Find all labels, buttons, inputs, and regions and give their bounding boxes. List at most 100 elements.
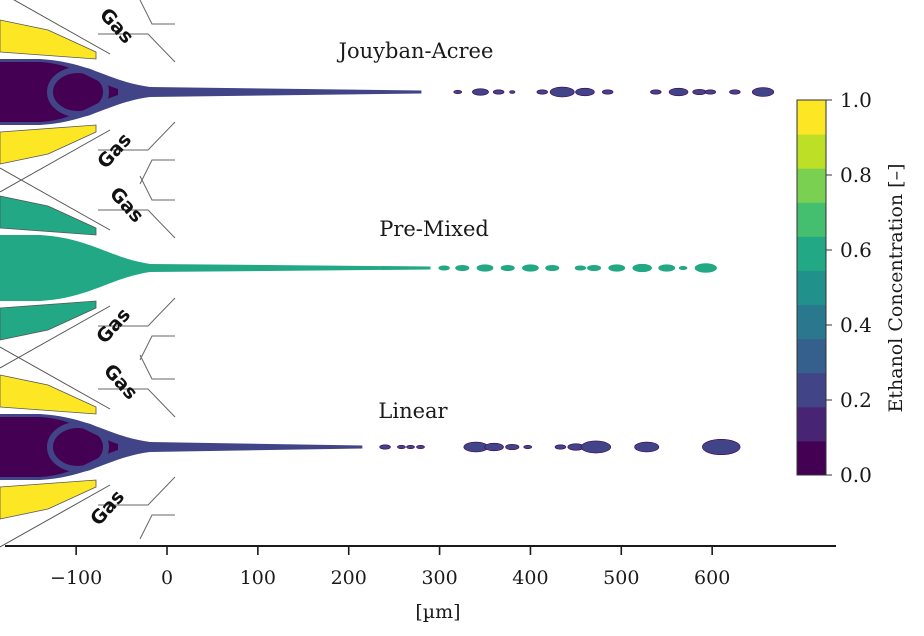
- x-tick-label: 300: [421, 567, 457, 589]
- colorbar-level: [797, 134, 826, 169]
- nozzle-outline: [98, 121, 176, 151]
- droplet: [650, 89, 662, 95]
- nozzle-outline: [139, 159, 175, 185]
- colorbar-tick-label: 1.0: [840, 88, 872, 112]
- droplet: [545, 264, 560, 272]
- colorbar-level: [797, 168, 826, 203]
- droplet: [536, 89, 548, 95]
- droplet: [634, 441, 660, 453]
- outer-liquid-inlet: [0, 300, 97, 341]
- colorbar-tick-label: 0.6: [840, 238, 872, 262]
- x-tick-label: 600: [694, 567, 730, 589]
- colorbar-level: [797, 100, 826, 135]
- nozzle-outline: [13, 0, 111, 55]
- mixing-vortex: [47, 67, 109, 117]
- droplet: [658, 264, 676, 272]
- colorbar-tick-label: 0.0: [840, 463, 872, 487]
- colorbar-level: [797, 270, 826, 306]
- panel-linear: Linear Gas Gas: [0, 346, 741, 548]
- droplet: [729, 89, 741, 95]
- droplet: [406, 445, 415, 449]
- nozzle-outline: [98, 33, 176, 63]
- droplet: [692, 88, 707, 96]
- nozzle-outline: [98, 297, 176, 327]
- nozzle-outline: [98, 388, 176, 418]
- nozzle-outline: [139, 0, 175, 25]
- colorbar-label: Ethanol Concentration [–]: [885, 164, 907, 413]
- droplet: [438, 265, 450, 271]
- gas-label: Gas: [95, 4, 138, 48]
- nozzle-outline: [0, 346, 111, 410]
- colorbar-level: [797, 406, 826, 442]
- colorbar-level: [797, 236, 826, 271]
- nozzle-outline: [139, 514, 175, 540]
- liquid-core: [0, 62, 118, 122]
- outer-liquid-inlet: [0, 124, 97, 165]
- droplet: [608, 264, 626, 272]
- droplet: [702, 438, 741, 455]
- colorbar-tick-label: 0.8: [840, 163, 872, 187]
- droplet: [472, 88, 489, 96]
- nozzle-outline: [139, 175, 175, 201]
- colorbar-level: [797, 304, 826, 340]
- x-tick-label: 400: [512, 567, 548, 589]
- liquid-jet: [0, 235, 431, 301]
- droplet: [453, 90, 463, 94]
- panel-title: Linear: [378, 399, 448, 423]
- nozzle-outline: [0, 167, 111, 231]
- droplet: [586, 264, 602, 272]
- nozzle-outline: [98, 476, 176, 506]
- panel-title: Pre-Mixed: [379, 217, 489, 241]
- x-tick-label: 100: [240, 567, 276, 589]
- droplet: [554, 444, 567, 450]
- panels: Jouyban-AcreeGasGasPre-MixedGasGasLinear…: [0, 0, 775, 548]
- droplet: [509, 90, 516, 94]
- x-tick-label: 0: [161, 567, 173, 589]
- x-tick-label: 200: [331, 567, 367, 589]
- panel-title: Jouyban-Acree: [337, 39, 494, 63]
- colorbar-tick-label: 0.2: [840, 388, 872, 412]
- droplet: [455, 264, 470, 272]
- colorbar-frame: [796, 99, 827, 476]
- colorbar-level: [797, 440, 826, 476]
- colorbar-level: [797, 338, 826, 374]
- droplet: [601, 89, 614, 95]
- colorbar: 0.0 0.2 0.4 0.6 0.8 1.0: [796, 88, 872, 487]
- colorbar-level: [797, 372, 826, 408]
- droplet: [694, 263, 717, 273]
- droplet: [476, 264, 494, 272]
- nozzle-outline: [98, 209, 176, 239]
- droplet: [632, 263, 652, 273]
- colorbar-level: [797, 202, 826, 237]
- droplet: [523, 445, 533, 449]
- outer-liquid-inlet: [0, 374, 97, 415]
- liquid-jet: [0, 59, 422, 125]
- outer-liquid-inlet: [0, 19, 97, 60]
- droplet: [492, 89, 505, 95]
- droplet: [751, 87, 775, 97]
- nozzle-outline: [139, 335, 175, 361]
- mixing-vortex: [47, 422, 109, 472]
- droplet: [379, 444, 391, 450]
- droplet: [580, 440, 612, 454]
- droplet: [484, 442, 504, 452]
- droplet: [522, 264, 539, 272]
- gas-label: Gas: [86, 486, 129, 530]
- droplet: [678, 266, 688, 270]
- colorbar-tick-label: 0.4: [840, 313, 872, 337]
- droplet: [704, 89, 717, 95]
- droplet: [549, 86, 575, 98]
- droplet: [574, 265, 587, 271]
- droplet: [668, 87, 689, 97]
- x-axis-label: [µm]: [415, 601, 460, 623]
- droplet: [397, 445, 406, 449]
- droplet: [416, 445, 425, 449]
- gas-label: Gas: [99, 360, 142, 404]
- nozzle-outline: [0, 129, 111, 193]
- droplet: [500, 264, 515, 272]
- x-axis: −100 0 100 200 300 400 500 600: [5, 545, 836, 589]
- outer-liquid-inlet: [0, 479, 97, 520]
- droplet: [575, 87, 595, 97]
